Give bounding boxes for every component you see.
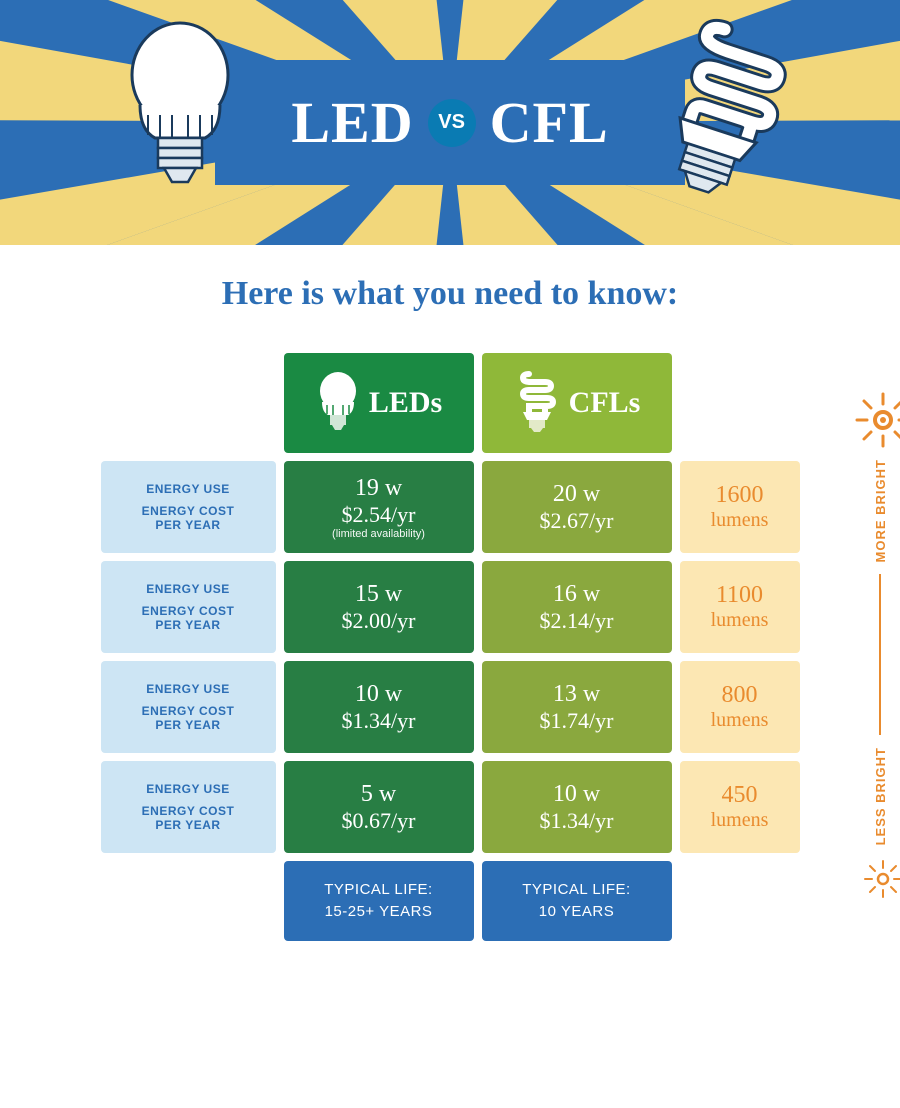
header-title: LED VS CFL [0,0,900,245]
lumens-cell-2: 800 lumens [680,661,800,753]
subtitle: Here is what you need to know: [50,275,850,313]
header-cfl-label: CFL [490,89,609,156]
brightness-axis: MORE BRIGHT LESS BRIGHT [860,453,900,851]
lumens-cell-1: 1100 lumens [680,561,800,653]
sun-big-icon [851,388,900,457]
cfl-cell-0: 20 w $2.67/yr [482,461,672,553]
comparison-grid: LEDs CFLs ENERGY USE ENERGY COSTPER YEAR… [50,353,850,941]
cfl-cell-1: 16 w $2.14/yr [482,561,672,653]
row-label: ENERGY USE ENERGY COSTPER YEAR [101,761,276,853]
content-area: Here is what you need to know: LEDs [0,245,900,981]
header-banner: LED VS CFL [0,0,900,245]
axis-less-bright: LESS BRIGHT [873,747,888,845]
cfl-mini-icon [513,370,561,436]
column-header-leds: LEDs [284,353,474,453]
cfl-cell-3: 10 w $1.34/yr [482,761,672,853]
column-header-cfls: CFLs [482,353,672,453]
cfl-cell-2: 13 w $1.74/yr [482,661,672,753]
header-led-label: LED [291,89,413,156]
lumens-cell-3: 450 lumens [680,761,800,853]
lumens-cell-0: 1600 lumens [680,461,800,553]
led-cell-0: 19 w $2.54/yr (limited availability) [284,461,474,553]
vs-badge: VS [428,99,476,147]
row-label: ENERGY USE ENERGY COSTPER YEAR [101,461,276,553]
cfl-life: TYPICAL LIFE: 10 YEARS [482,861,672,941]
led-cell-2: 10 w $1.34/yr [284,661,474,753]
led-cell-3: 5 w $0.67/yr [284,761,474,853]
leds-label: LEDs [369,386,442,420]
led-mini-icon [315,372,361,434]
row-label: ENERGY USE ENERGY COSTPER YEAR [101,561,276,653]
axis-more-bright: MORE BRIGHT [873,459,888,562]
cfls-label: CFLs [569,386,641,420]
led-cell-1: 15 w $2.00/yr [284,561,474,653]
led-life: TYPICAL LIFE: 15-25+ YEARS [284,861,474,941]
sun-small-icon [861,857,900,906]
row-label: ENERGY USE ENERGY COSTPER YEAR [101,661,276,753]
